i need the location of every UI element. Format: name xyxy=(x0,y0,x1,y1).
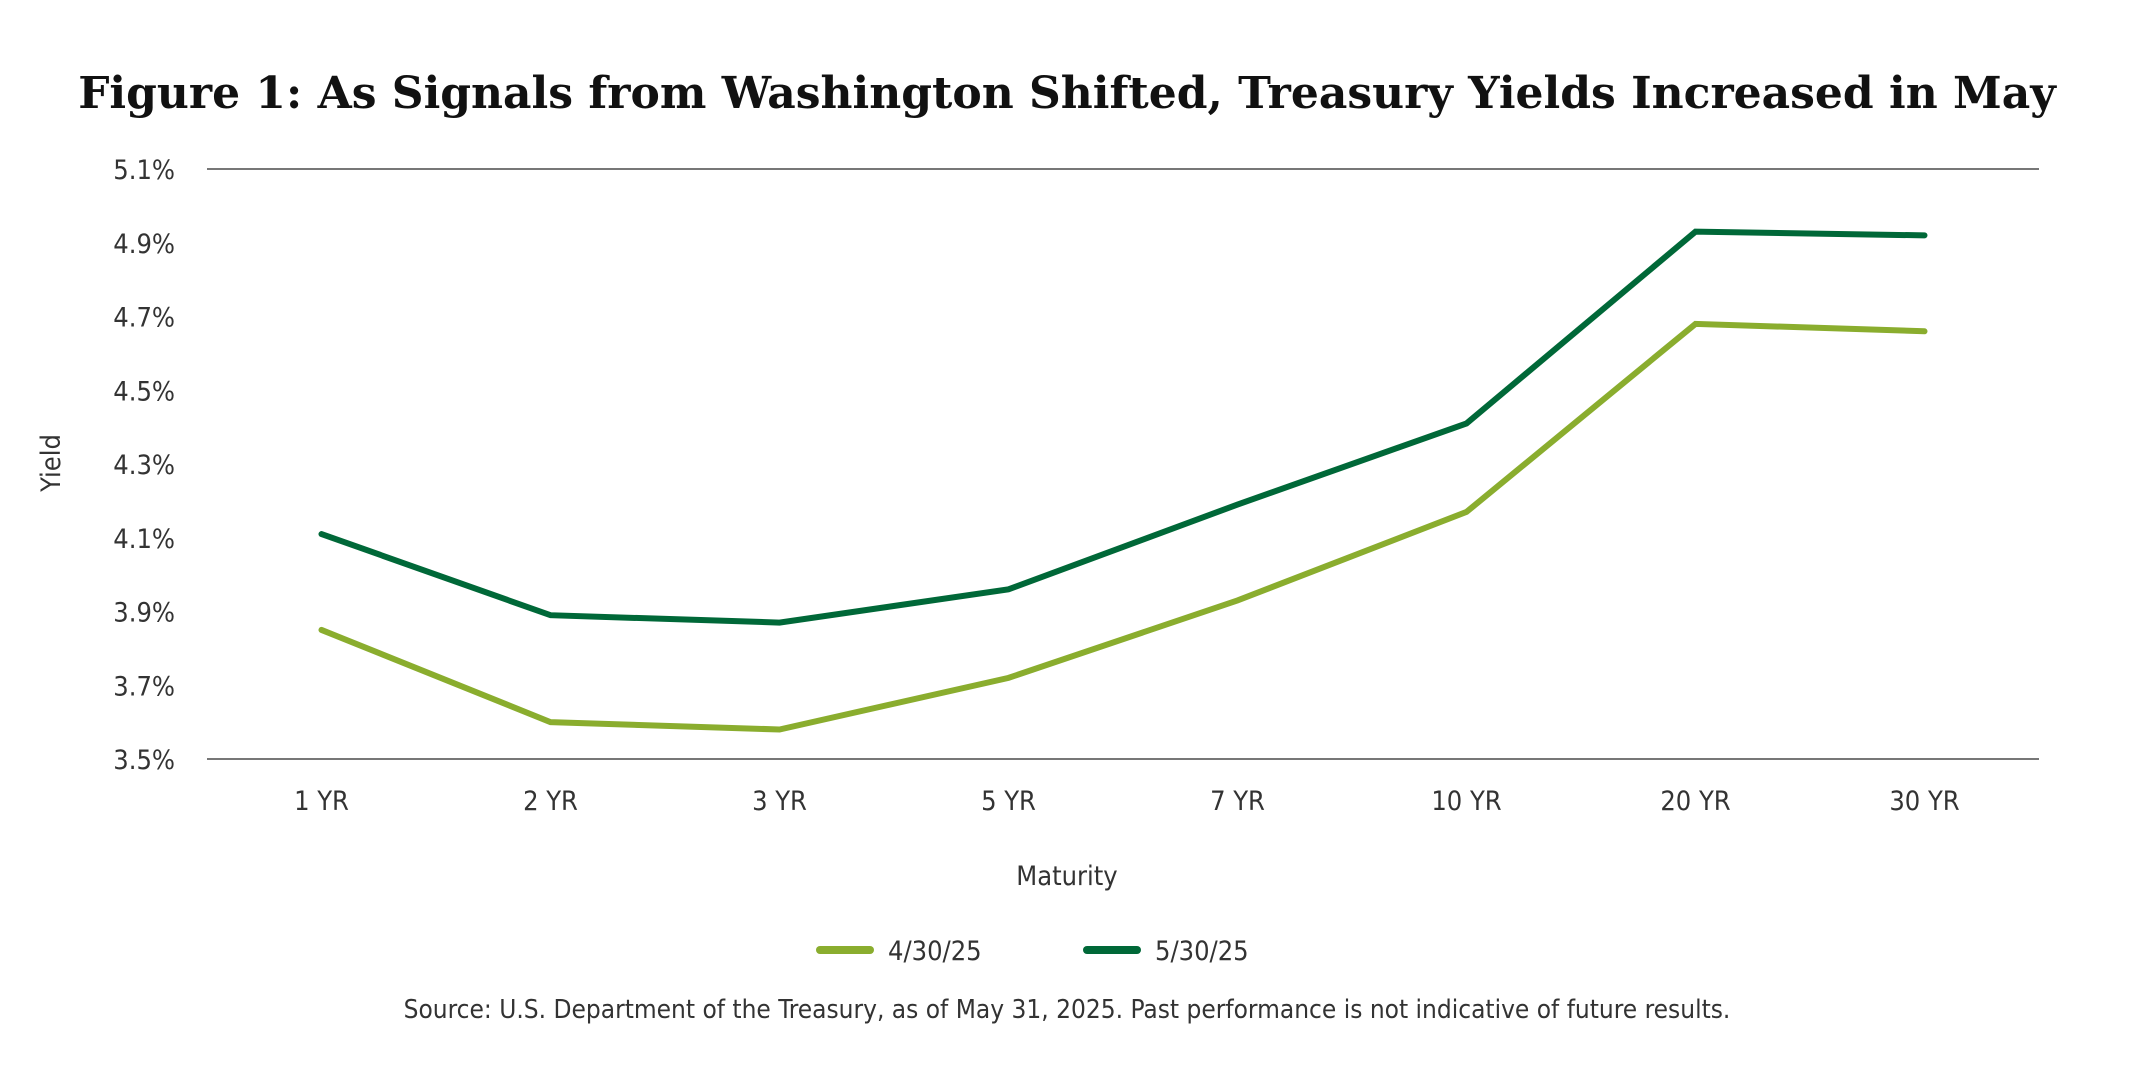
series-line-5-30-25 xyxy=(318,228,1928,626)
y-tick-label: 4.1% xyxy=(113,524,175,555)
legend: 4/30/25 5/30/25 xyxy=(816,936,1249,967)
y-tick-label: 3.9% xyxy=(113,598,175,629)
legend-label: 5/30/25 xyxy=(1155,936,1249,967)
y-tick-label: 3.7% xyxy=(113,671,175,702)
chart-title: Figure 1: As Signals from Washington Shi… xyxy=(78,68,2057,119)
series-line-4-30-25 xyxy=(318,320,1928,733)
legend-item: 5/30/25 xyxy=(1083,936,1249,967)
x-tick-label: 3 YR xyxy=(752,786,807,817)
x-tick-label: 30 YR xyxy=(1889,786,1959,817)
y-axis-label: Yield xyxy=(36,434,67,493)
legend-label: 4/30/25 xyxy=(888,936,982,967)
y-tick-label: 4.5% xyxy=(113,376,175,407)
source-note: Source: U.S. Department of the Treasury,… xyxy=(404,995,1731,1025)
x-tick-label: 1 YR xyxy=(294,786,349,817)
x-tick-label: 7 YR xyxy=(1210,786,1265,817)
x-tick-label: 10 YR xyxy=(1431,786,1501,817)
x-axis-label: Maturity xyxy=(1016,861,1117,892)
y-tick-label: 3.5% xyxy=(113,745,175,776)
y-tick-label: 4.3% xyxy=(113,450,175,481)
x-tick-label: 5 YR xyxy=(981,786,1036,817)
y-tick-labels: 3.5% 3.7% 3.9% 4.1% 4.3% 4.5% 4.7% 4.9% 5.1% xyxy=(113,155,175,776)
x-tick-label: 20 YR xyxy=(1660,786,1730,817)
x-tick-label: 2 YR xyxy=(523,786,578,817)
legend-item: 4/30/25 xyxy=(816,936,982,967)
grid xyxy=(207,168,2039,760)
y-tick-label: 4.9% xyxy=(113,229,175,260)
y-tick-label: 5.1% xyxy=(113,155,175,186)
x-tick-labels: 1 YR 2 YR 3 YR 5 YR 7 YR 10 YR 20 YR 30 YR xyxy=(294,786,1960,817)
series-lines xyxy=(318,228,1928,733)
y-tick-label: 4.7% xyxy=(113,303,175,334)
